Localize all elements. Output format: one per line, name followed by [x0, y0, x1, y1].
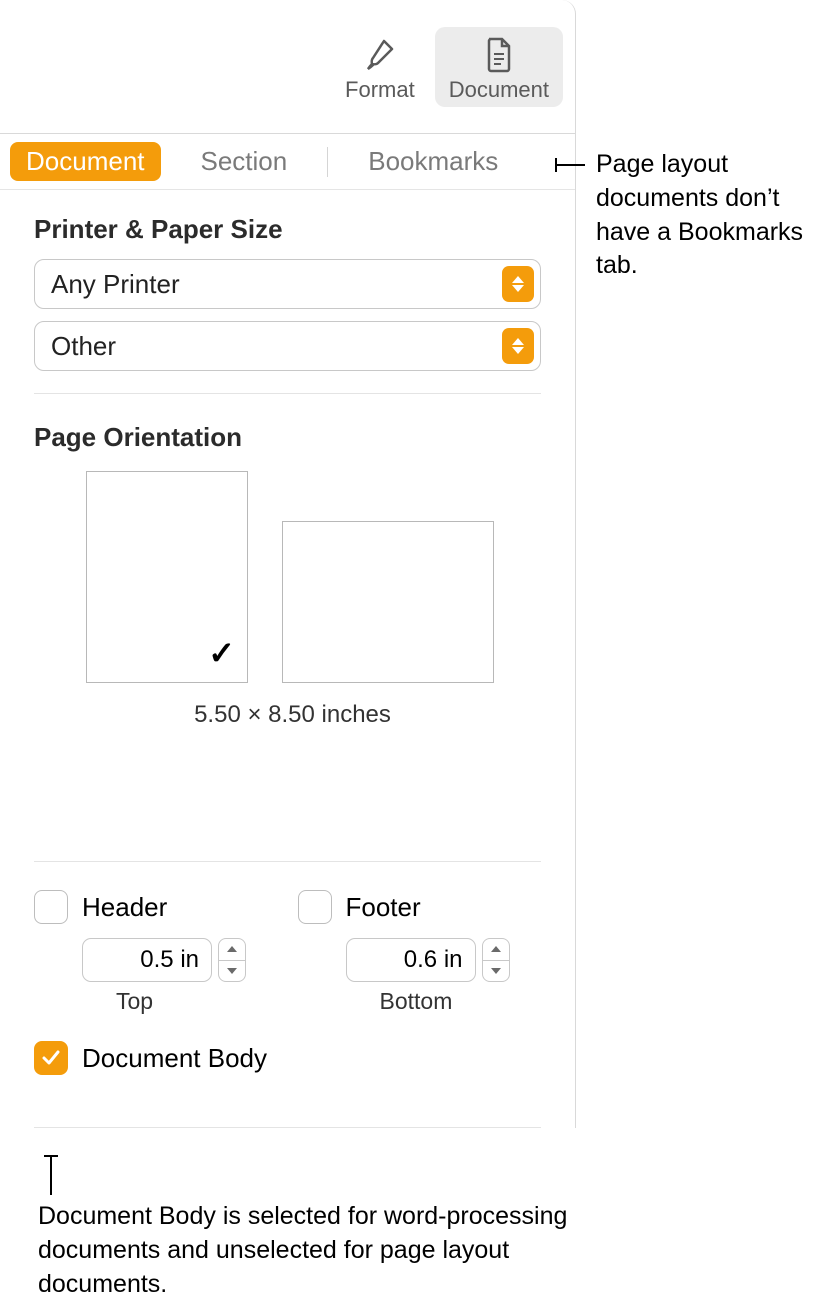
check-icon: ✓: [208, 634, 235, 672]
document-body-checkbox[interactable]: [34, 1041, 68, 1075]
document-label: Document: [449, 77, 549, 103]
orientation-landscape[interactable]: [282, 521, 494, 683]
document-icon: [479, 35, 519, 75]
tab-document[interactable]: Document: [10, 142, 161, 181]
bottom-label: Bottom: [298, 988, 542, 1015]
footer-margin-value: 0.6 in: [404, 946, 463, 974]
printer-select[interactable]: Any Printer: [34, 259, 541, 309]
tab-separator: [327, 147, 328, 177]
header-checkbox[interactable]: [34, 890, 68, 924]
divider: [34, 1127, 541, 1128]
document-body-label: Document Body: [82, 1043, 267, 1074]
paintbrush-icon: [360, 35, 400, 75]
printer-paper-title: Printer & Paper Size: [34, 214, 541, 245]
header-margin-field[interactable]: 0.5 in: [82, 938, 212, 982]
header-margin-value: 0.5 in: [140, 946, 199, 974]
tab-bookmarks[interactable]: Bookmarks: [352, 142, 514, 181]
chevrons-icon: [502, 328, 534, 364]
format-tool[interactable]: Format: [331, 27, 429, 107]
header-margin-stepper[interactable]: [218, 938, 246, 982]
header-label: Header: [82, 892, 167, 923]
inspector-tabs: Document Section Bookmarks: [0, 134, 575, 190]
footer-margin-stepper[interactable]: [482, 938, 510, 982]
top-label: Top: [34, 988, 278, 1015]
callout-document-body: Document Body is selected for word-proce…: [38, 1200, 598, 1301]
orientation-title: Page Orientation: [34, 422, 541, 453]
printer-value: Any Printer: [51, 269, 180, 300]
paper-size-select[interactable]: Other: [34, 321, 541, 371]
footer-label: Footer: [346, 892, 421, 923]
callout-tick: [555, 158, 557, 172]
callout-tick: [44, 1155, 58, 1157]
divider: [34, 393, 541, 394]
tab-section[interactable]: Section: [185, 142, 304, 181]
footer-margin-field[interactable]: 0.6 in: [346, 938, 476, 982]
footer-checkbox[interactable]: [298, 890, 332, 924]
paper-value: Other: [51, 331, 116, 362]
page-dimensions: 5.50 × 8.50 inches: [34, 701, 541, 729]
callout-bookmarks: Page layout documents don’t have a Bookm…: [596, 148, 828, 283]
divider: [34, 861, 541, 862]
orientation-portrait[interactable]: ✓: [86, 471, 248, 683]
callout-line: [50, 1155, 52, 1195]
chevrons-icon: [502, 266, 534, 302]
format-label: Format: [345, 77, 415, 103]
inspector-toolbar: Format Document: [0, 0, 575, 134]
document-tool[interactable]: Document: [435, 27, 563, 107]
callout-line: [555, 164, 585, 166]
